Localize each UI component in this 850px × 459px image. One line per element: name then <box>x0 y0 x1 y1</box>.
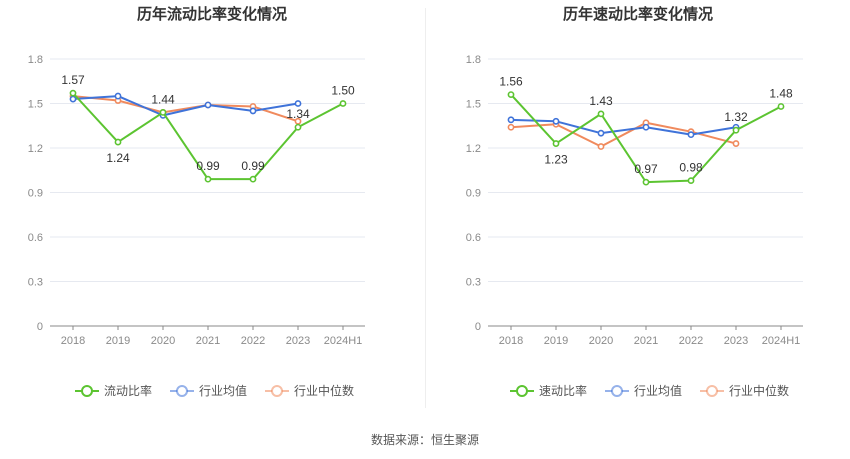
data-label: 1.44 <box>151 92 175 106</box>
legend-label: 行业均值 <box>199 383 247 398</box>
data-point-avg <box>294 100 302 107</box>
data-point-avg <box>597 129 605 137</box>
legend-item-primary[interactable]: 流动比率 <box>75 383 152 398</box>
x-tick-label: 2021 <box>634 335 658 347</box>
x-tick-label: 2018 <box>499 335 523 347</box>
legend-marker <box>706 385 718 397</box>
data-point-avg <box>204 101 212 109</box>
legend-label: 流动比率 <box>104 383 152 398</box>
y-tick-label: 1.5 <box>466 99 481 111</box>
data-point-primary <box>249 175 257 183</box>
data-point-avg <box>507 116 515 124</box>
legend-label: 行业中位数 <box>729 383 789 398</box>
legend-label: 行业中位数 <box>294 383 354 398</box>
x-tick-label: 2021 <box>196 335 220 347</box>
data-label: 1.57 <box>61 73 85 87</box>
y-tick-label: 0 <box>475 321 481 333</box>
data-label: 1.24 <box>106 151 130 165</box>
data-point-primary <box>114 138 122 146</box>
series-line-median <box>510 121 737 148</box>
data-point-avg <box>552 117 560 125</box>
legend-item-avg[interactable]: 行业均值 <box>605 383 682 398</box>
data-label: 1.32 <box>724 110 748 124</box>
chart-divider <box>425 8 426 408</box>
chart-1: 历年流动比率变化情况 0 0.3 0.6 0.9 1.2 1.5 1.8 2018 2019 202… <box>28 5 365 398</box>
data-point-avg <box>69 95 77 103</box>
data-point-primary <box>339 100 347 107</box>
y-tick-label: 1.8 <box>466 54 481 66</box>
data-point-avg <box>642 123 650 131</box>
legend-item-avg[interactable]: 行业均值 <box>170 383 247 398</box>
x-tick-label: 2020 <box>151 335 175 347</box>
y-tick-label: 0.3 <box>28 277 43 289</box>
x-tick-label: 2019 <box>106 335 130 347</box>
data-point-primary <box>507 91 515 98</box>
data-label: 0.97 <box>634 162 658 176</box>
y-tick-label: 0.3 <box>466 277 481 289</box>
legend-marker <box>516 385 528 397</box>
data-point-avg <box>114 92 122 100</box>
x-tick-label: 2020 <box>589 335 613 347</box>
data-label: 0.98 <box>679 161 703 175</box>
chart-title: 历年速动比率变化情况 <box>563 5 713 23</box>
y-tick-label: 0.6 <box>466 232 481 244</box>
y-tick-label: 0.9 <box>466 188 481 200</box>
data-label: 1.56 <box>499 75 523 89</box>
y-tick-label: 0 <box>37 321 43 333</box>
data-point-primary <box>294 123 302 131</box>
legend-item-median[interactable]: 行业中位数 <box>265 383 354 398</box>
data-source: 数据来源：恒生聚源 <box>370 433 479 447</box>
data-point-primary <box>642 178 650 186</box>
x-tick-label: 2023 <box>724 335 748 347</box>
y-tick-label: 0.9 <box>28 188 43 200</box>
data-point-primary <box>777 103 785 110</box>
y-tick-label: 1.8 <box>28 54 43 66</box>
data-point-primary <box>597 110 605 118</box>
x-tick-label: 2022 <box>241 335 265 347</box>
x-tick-label: 2022 <box>679 335 703 347</box>
data-label: 1.50 <box>331 84 355 98</box>
y-tick-label: 1.2 <box>466 143 481 155</box>
data-label: 1.48 <box>769 86 793 100</box>
data-point-median <box>732 140 740 147</box>
y-tick-label: 0.6 <box>28 232 43 244</box>
data-point-median <box>597 143 605 150</box>
data-point-primary <box>687 177 695 185</box>
x-tick-label: 2018 <box>61 335 85 347</box>
series-line-avg <box>72 95 299 117</box>
x-tick-label: 2024H1 <box>762 335 801 347</box>
y-tick-label: 1.5 <box>28 99 43 111</box>
y-tick-label: 1.2 <box>28 143 43 155</box>
data-point-primary <box>552 140 560 147</box>
data-point-median <box>507 123 515 131</box>
legend-label: 速动比率 <box>539 383 587 398</box>
data-point-avg <box>249 107 257 115</box>
series-line-avg <box>510 118 737 136</box>
legend-marker <box>271 385 283 397</box>
data-point-primary <box>159 109 167 116</box>
x-tick-label: 2019 <box>544 335 568 347</box>
data-label: 1.23 <box>544 153 568 167</box>
legend-marker <box>611 385 623 397</box>
x-tick-label: 2024H1 <box>324 335 363 347</box>
legend-item-median[interactable]: 行业中位数 <box>700 383 789 398</box>
data-point-primary <box>732 126 740 134</box>
chart-title: 历年流动比率变化情况 <box>137 5 287 23</box>
data-label: 1.43 <box>589 94 613 108</box>
legend-label: 行业均值 <box>634 383 682 398</box>
data-point-primary <box>204 175 212 183</box>
data-point-primary <box>69 89 77 97</box>
x-tick-label: 2023 <box>286 335 310 347</box>
data-point-avg <box>687 131 695 139</box>
legend-item-primary[interactable]: 速动比率 <box>510 383 587 398</box>
legend-marker <box>81 385 93 397</box>
data-label: 0.99 <box>241 159 265 173</box>
data-label: 1.34 <box>286 107 310 121</box>
data-label: 0.99 <box>196 159 220 173</box>
legend-marker <box>176 385 188 397</box>
chart-2: 历年速动比率变化情况 0 0.3 0.6 0.9 1.2 1.5 1.8 2018 2019 202… <box>466 5 803 398</box>
